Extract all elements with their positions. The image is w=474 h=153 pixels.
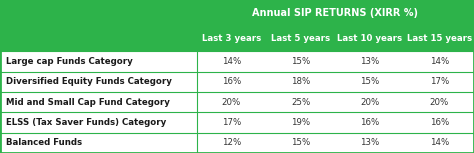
Text: ELSS (Tax Saver Funds) Category: ELSS (Tax Saver Funds) Category [6, 118, 166, 127]
Text: Large cap Funds Category: Large cap Funds Category [6, 57, 132, 66]
Text: Mid and Small Cap Fund Category: Mid and Small Cap Fund Category [6, 98, 170, 107]
Text: 14%: 14% [430, 57, 449, 66]
Text: Last 5 years: Last 5 years [271, 34, 330, 43]
Text: 15%: 15% [360, 77, 380, 86]
Text: 17%: 17% [430, 77, 449, 86]
FancyBboxPatch shape [0, 72, 474, 92]
FancyBboxPatch shape [197, 0, 474, 51]
Text: 13%: 13% [360, 57, 380, 66]
Text: 17%: 17% [222, 118, 241, 127]
Text: Diversified Equity Funds Category: Diversified Equity Funds Category [6, 77, 172, 86]
Text: 20%: 20% [360, 98, 380, 107]
Text: 20%: 20% [430, 98, 449, 107]
Text: 12%: 12% [222, 138, 241, 147]
Text: Last 15 years: Last 15 years [407, 34, 472, 43]
Text: 15%: 15% [291, 57, 310, 66]
Text: 16%: 16% [222, 77, 241, 86]
Text: 16%: 16% [430, 118, 449, 127]
FancyBboxPatch shape [0, 51, 474, 72]
FancyBboxPatch shape [0, 133, 474, 153]
Text: 14%: 14% [430, 138, 449, 147]
FancyBboxPatch shape [0, 25, 197, 51]
FancyBboxPatch shape [0, 112, 474, 133]
Text: Annual SIP RETURNS (XIRR %): Annual SIP RETURNS (XIRR %) [252, 8, 419, 18]
Text: 14%: 14% [222, 57, 241, 66]
FancyBboxPatch shape [0, 0, 474, 51]
Text: Last 3 years: Last 3 years [202, 34, 261, 43]
Text: 13%: 13% [360, 138, 380, 147]
Text: Last 10 years: Last 10 years [337, 34, 402, 43]
Text: 25%: 25% [291, 98, 310, 107]
Text: 15%: 15% [291, 138, 310, 147]
Text: 20%: 20% [222, 98, 241, 107]
Text: 16%: 16% [360, 118, 380, 127]
Text: 18%: 18% [291, 77, 310, 86]
Text: 19%: 19% [291, 118, 310, 127]
Text: Balanced Funds: Balanced Funds [6, 138, 82, 147]
FancyBboxPatch shape [0, 92, 474, 112]
